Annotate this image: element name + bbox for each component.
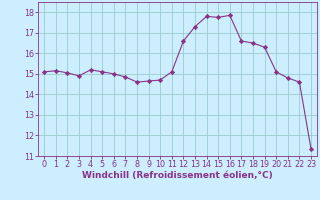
X-axis label: Windchill (Refroidissement éolien,°C): Windchill (Refroidissement éolien,°C)	[82, 171, 273, 180]
